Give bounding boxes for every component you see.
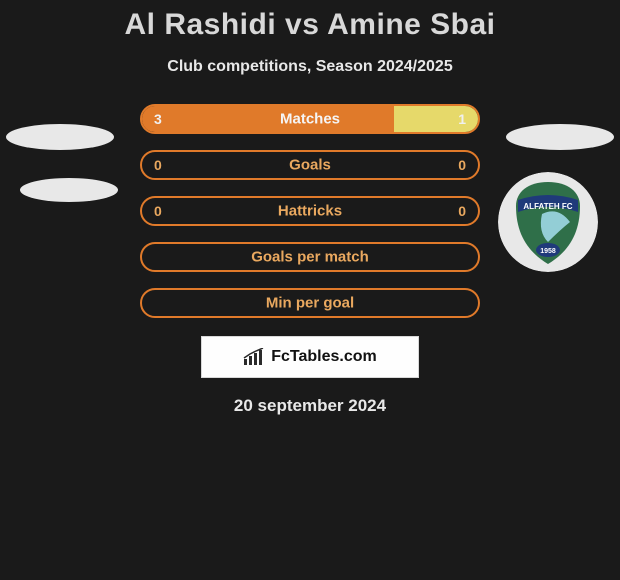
stat-label: Min per goal (142, 295, 478, 312)
stat-label: Goals per match (142, 249, 478, 266)
stat-bar: Goals0 0 (140, 150, 480, 180)
stat-label: Goals (142, 157, 478, 174)
stat-value-right: 1 (458, 111, 466, 127)
stat-label: Matches (142, 111, 478, 128)
subtitle: Club competitions, Season 2024/2025 (0, 58, 620, 76)
stat-bar: Min per goal (140, 288, 480, 318)
stat-value-left: 3 (154, 111, 162, 127)
date-text: 20 september 2024 (0, 396, 620, 416)
vs-text: vs (285, 8, 319, 41)
badge-year: 1958 (540, 248, 556, 255)
stat-value-left: 0 (154, 157, 162, 173)
stat-value-right: 0 (458, 203, 466, 219)
stat-value-right: 0 (458, 157, 466, 173)
badge-text: ALFATEH FC (523, 202, 572, 211)
watermark: FcTables.com (201, 336, 419, 378)
stat-bar: Matches3 1 (140, 104, 480, 134)
player2-name: Amine Sbai (327, 8, 495, 41)
comparison-title: Al Rashidi vs Amine Sbai (0, 8, 620, 42)
stat-bar: Goals per match (140, 242, 480, 272)
club-badge: ALFATEH FC 1958 (498, 172, 598, 272)
player1-silhouette-head (6, 124, 114, 150)
stat-label: Hattricks (142, 203, 478, 220)
player1-name: Al Rashidi (124, 8, 276, 41)
watermark-text: FcTables.com (271, 348, 377, 366)
stat-bar: Hattricks0 0 (140, 196, 480, 226)
chart-icon (243, 348, 265, 366)
player1-silhouette-body (20, 178, 118, 202)
player2-silhouette-head (506, 124, 614, 150)
stat-value-left: 0 (154, 203, 162, 219)
